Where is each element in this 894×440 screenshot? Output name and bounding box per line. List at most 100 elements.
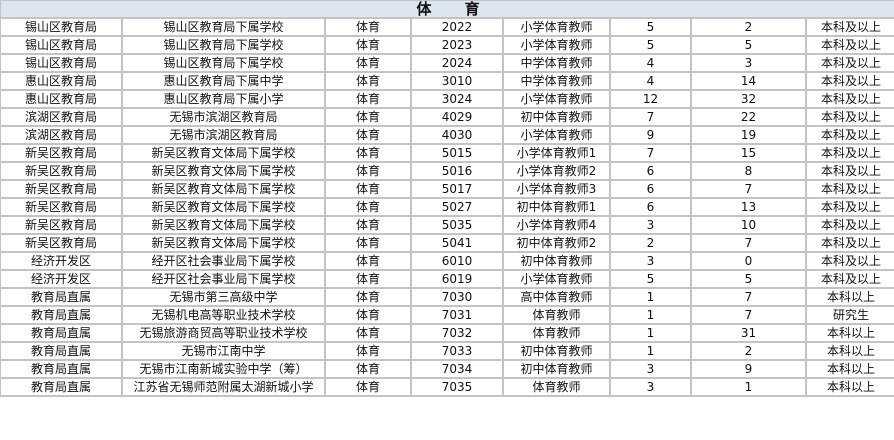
- cell-applicants[interactable]: 7: [690, 233, 807, 253]
- cell-applicants[interactable]: 31: [690, 323, 807, 343]
- cell-employer[interactable]: 经开区社会事业局下属学校: [121, 251, 326, 271]
- cell-position-code[interactable]: 3010: [410, 71, 504, 91]
- cell-employer[interactable]: 新吴区教育文体局下属学校: [121, 161, 326, 181]
- cell-department[interactable]: 惠山区教育局: [0, 71, 123, 91]
- cell-position-code[interactable]: 6010: [410, 251, 504, 271]
- cell-position-name[interactable]: 高中体育教师: [502, 287, 611, 307]
- cell-position-code[interactable]: 3024: [410, 89, 504, 109]
- cell-employer[interactable]: 江苏省无锡师范附属太湖新城小学: [121, 377, 326, 397]
- cell-employer[interactable]: 无锡市江南中学: [121, 341, 326, 361]
- cell-applicants[interactable]: 10: [690, 215, 807, 235]
- cell-department[interactable]: 教育局直属: [0, 305, 123, 325]
- cell-education[interactable]: 本科及以上: [804, 251, 894, 271]
- cell-subject[interactable]: 体育: [324, 215, 412, 235]
- cell-employer[interactable]: 惠山区教育局下属中学: [121, 71, 326, 91]
- cell-applicants[interactable]: 22: [690, 107, 807, 127]
- cell-position-code[interactable]: 5017: [410, 179, 504, 199]
- cell-applicants[interactable]: 2: [690, 341, 807, 361]
- cell-applicants[interactable]: 13: [690, 197, 807, 217]
- cell-subject[interactable]: 体育: [324, 35, 412, 55]
- cell-department[interactable]: 锡山区教育局: [0, 53, 123, 73]
- cell-applicants[interactable]: 1: [690, 377, 807, 397]
- section-title[interactable]: 体 育: [0, 0, 894, 19]
- cell-applicants[interactable]: 15: [690, 143, 807, 163]
- cell-subject[interactable]: 体育: [324, 89, 412, 109]
- cell-education[interactable]: 本科及以上: [804, 71, 894, 91]
- cell-openings[interactable]: 5: [609, 35, 692, 55]
- cell-employer[interactable]: 新吴区教育文体局下属学校: [121, 197, 326, 217]
- cell-department[interactable]: 教育局直属: [0, 287, 123, 307]
- cell-education[interactable]: 本科及以上: [804, 35, 894, 55]
- cell-openings[interactable]: 1: [609, 305, 692, 325]
- cell-position-code[interactable]: 7034: [410, 359, 504, 379]
- cell-position-code[interactable]: 4030: [410, 125, 504, 145]
- cell-openings[interactable]: 12: [609, 89, 692, 109]
- cell-position-code[interactable]: 2024: [410, 53, 504, 73]
- cell-applicants[interactable]: 9: [690, 359, 807, 379]
- cell-education[interactable]: 本科及以上: [804, 179, 894, 199]
- cell-position-name[interactable]: 小学体育教师: [502, 17, 611, 37]
- cell-position-name[interactable]: 初中体育教师: [502, 107, 611, 127]
- cell-education[interactable]: 本科以上: [804, 323, 894, 343]
- cell-education[interactable]: 本科及以上: [804, 161, 894, 181]
- cell-position-name[interactable]: 初中体育教师: [502, 341, 611, 361]
- cell-employer[interactable]: 经开区社会事业局下属学校: [121, 269, 326, 289]
- cell-department[interactable]: 新吴区教育局: [0, 179, 123, 199]
- cell-department[interactable]: 锡山区教育局: [0, 35, 123, 55]
- cell-employer[interactable]: 无锡市江南新城实验中学（筹）: [121, 359, 326, 379]
- cell-department[interactable]: 经济开发区: [0, 269, 123, 289]
- cell-education[interactable]: 本科以上: [804, 287, 894, 307]
- cell-openings[interactable]: 1: [609, 341, 692, 361]
- cell-position-name[interactable]: 小学体育教师1: [502, 143, 611, 163]
- cell-openings[interactable]: 4: [609, 53, 692, 73]
- cell-openings[interactable]: 6: [609, 179, 692, 199]
- cell-education[interactable]: 本科及以上: [804, 107, 894, 127]
- cell-position-name[interactable]: 小学体育教师4: [502, 215, 611, 235]
- cell-education[interactable]: 本科及以上: [804, 197, 894, 217]
- cell-education[interactable]: 本科及以上: [804, 125, 894, 145]
- cell-openings[interactable]: 6: [609, 197, 692, 217]
- cell-employer[interactable]: 新吴区教育文体局下属学校: [121, 233, 326, 253]
- cell-position-code[interactable]: 5015: [410, 143, 504, 163]
- cell-employer[interactable]: 惠山区教育局下属小学: [121, 89, 326, 109]
- cell-subject[interactable]: 体育: [324, 107, 412, 127]
- cell-employer[interactable]: 锡山区教育局下属学校: [121, 35, 326, 55]
- cell-position-code[interactable]: 5027: [410, 197, 504, 217]
- cell-department[interactable]: 新吴区教育局: [0, 233, 123, 253]
- cell-department[interactable]: 锡山区教育局: [0, 17, 123, 37]
- cell-education[interactable]: 本科以上: [804, 341, 894, 361]
- cell-position-name[interactable]: 小学体育教师: [502, 125, 611, 145]
- cell-education[interactable]: 本科及以上: [804, 143, 894, 163]
- cell-position-name[interactable]: 初中体育教师: [502, 251, 611, 271]
- cell-openings[interactable]: 4: [609, 71, 692, 91]
- cell-applicants[interactable]: 19: [690, 125, 807, 145]
- cell-applicants[interactable]: 8: [690, 161, 807, 181]
- cell-subject[interactable]: 体育: [324, 305, 412, 325]
- cell-education[interactable]: 本科以上: [804, 359, 894, 379]
- cell-applicants[interactable]: 7: [690, 179, 807, 199]
- cell-position-name[interactable]: 中学体育教师: [502, 71, 611, 91]
- cell-subject[interactable]: 体育: [324, 71, 412, 91]
- cell-department[interactable]: 滨湖区教育局: [0, 107, 123, 127]
- cell-position-code[interactable]: 5035: [410, 215, 504, 235]
- cell-subject[interactable]: 体育: [324, 323, 412, 343]
- cell-employer[interactable]: 无锡市第三高级中学: [121, 287, 326, 307]
- cell-position-name[interactable]: 小学体育教师2: [502, 161, 611, 181]
- cell-openings[interactable]: 9: [609, 125, 692, 145]
- cell-applicants[interactable]: 0: [690, 251, 807, 271]
- cell-department[interactable]: 新吴区教育局: [0, 197, 123, 217]
- cell-position-name[interactable]: 小学体育教师: [502, 89, 611, 109]
- cell-education[interactable]: 本科及以上: [804, 89, 894, 109]
- cell-position-code[interactable]: 7030: [410, 287, 504, 307]
- cell-education[interactable]: 本科及以上: [804, 17, 894, 37]
- cell-position-name[interactable]: 小学体育教师3: [502, 179, 611, 199]
- cell-position-code[interactable]: 5016: [410, 161, 504, 181]
- cell-employer[interactable]: 无锡机电高等职业技术学校: [121, 305, 326, 325]
- cell-position-code[interactable]: 7032: [410, 323, 504, 343]
- cell-openings[interactable]: 5: [609, 269, 692, 289]
- cell-department[interactable]: 教育局直属: [0, 359, 123, 379]
- cell-position-code[interactable]: 4029: [410, 107, 504, 127]
- cell-position-code[interactable]: 7033: [410, 341, 504, 361]
- cell-subject[interactable]: 体育: [324, 17, 412, 37]
- cell-applicants[interactable]: 14: [690, 71, 807, 91]
